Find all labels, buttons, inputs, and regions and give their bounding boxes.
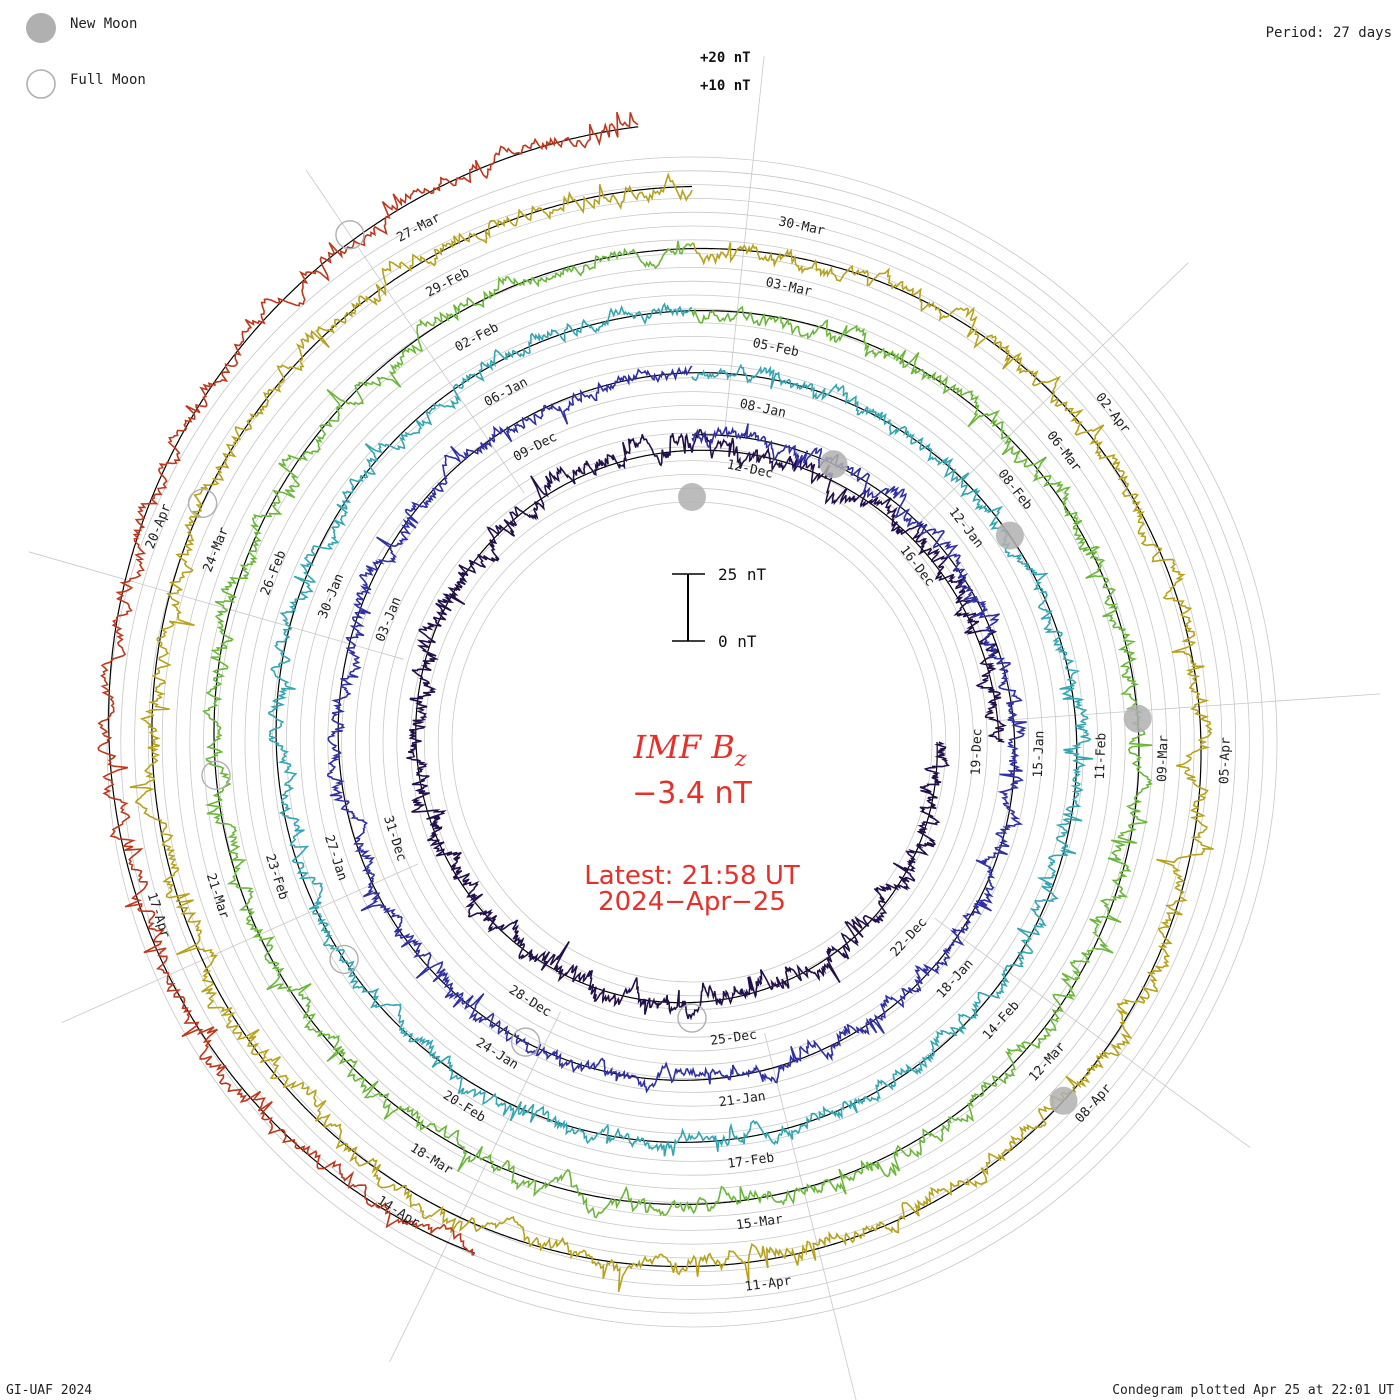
ring-guide-3 [410,460,974,1024]
date-label: 08-Jan [738,397,787,421]
spoke-8 [305,169,525,494]
full-moon-marker-3 [510,1027,541,1057]
spoke-5 [389,1011,561,1363]
ring-guide-20 [175,225,1209,1259]
center-latest: Latest: 21:58 UT [584,861,800,891]
full-moon-legend-label: Full Moon [70,72,146,88]
day-spokes [28,55,1381,1400]
date-label: 12-Dec [725,457,774,481]
new-moon-marker-4 [995,521,1024,550]
footer-right: Condegram plotted Apr 25 at 22:01 UT [1112,1383,1394,1398]
new-moon-legend-label: New Moon [70,16,137,32]
spoke-4 [764,1032,857,1400]
date-label: 11-Apr [744,1273,793,1294]
baseline-ring5 [151,185,1202,1268]
date-label: 30-Mar [777,214,826,238]
bz-traces [97,111,1214,1292]
date-label: 05-Apr [1217,737,1234,785]
trace-ring5 [129,172,1214,1292]
ring-guide-16 [230,280,1154,1204]
date-label: 09-Mar [1155,735,1172,783]
date-label: 17-Feb [727,1150,776,1171]
ring-guide-2 [423,473,961,1011]
full-moon-marker-9 [187,488,218,519]
ring-guide-21 [161,211,1223,1273]
moon-markers [187,220,1152,1115]
baseline-ring4 [213,248,1140,1206]
date-label: 18-Mar [407,1141,455,1179]
ring-guide-7 [354,404,1030,1080]
date-label: 27-Jan [321,833,350,882]
spoke-7 [28,551,404,660]
scale-bar: 25 nT 0 nT [672,565,767,651]
ring-guide-18 [203,253,1181,1231]
date-label: 03-Jan [373,595,405,644]
date-label: 06-Jan [482,375,531,410]
full-moon-marker-1 [677,1003,707,1033]
trace-ring4 [202,240,1153,1219]
date-label: 29-Feb [424,265,473,300]
date-label: 05-Feb [751,336,800,360]
new-moon-marker-2 [819,450,848,479]
date-label: 21-Jan [718,1089,767,1110]
trace-ring2 [326,365,1027,1094]
center-date: 2024−Apr−25 [598,887,786,917]
center-title-main: IMF B [633,728,735,766]
date-label: 11-Feb [1093,732,1110,780]
full-moon-marker-7 [201,760,231,790]
trace-ring3 [268,302,1094,1157]
ring-guide-19 [189,239,1195,1245]
baseline-ring3 [275,310,1078,1144]
full-moon-marker-10 [335,220,365,250]
ring-guide-8 [341,391,1043,1093]
date-label: 12-Mar [1026,1040,1069,1085]
date-label: 19-Dec [969,728,986,775]
plus20-label: +20 nT [700,50,751,66]
center-title-sub: z [734,747,747,772]
ring-guide-14 [258,308,1126,1176]
ring-guide-23 [134,184,1250,1300]
ring-guide-10 [313,363,1071,1121]
spoke-6 [61,863,419,1024]
period-label: Period: 27 days [1266,25,1392,41]
date-label: 24-Jan [473,1035,521,1073]
new-moon-marker-6 [1123,704,1152,733]
spoke-2 [991,693,1381,722]
ring-guides [106,156,1278,1328]
trace-ring6 [97,111,639,1256]
new-moon-marker-0 [678,483,706,511]
full-moon-marker-5 [329,944,359,975]
spoke-1 [907,262,1189,534]
new-moon-legend-icon [26,13,56,43]
spoke-3 [934,918,1251,1148]
new-moon-marker-8 [1049,1086,1078,1115]
scale-bar-top-label: 25 nT [718,565,767,584]
date-label: 15-Mar [735,1212,784,1233]
ring-guide-17 [216,266,1168,1218]
date-label: 03-Mar [764,275,813,299]
ring-guide-12 [285,335,1099,1149]
date-label: 15-Jan [1031,730,1048,777]
date-label: 25-Dec [709,1027,758,1048]
trace-ring1 [406,428,1007,1021]
scale-bar-bottom-label: 0 nT [718,632,757,651]
center-title: IMF Bz [633,728,747,772]
ring-guide-22 [148,198,1236,1286]
center-value: −3.4 nT [632,776,752,811]
ring-guide-24 [120,170,1264,1314]
ring-guide-4 [396,446,988,1038]
footer-left: GI-UAF 2024 [6,1383,92,1398]
date-label: 26-Feb [258,548,290,597]
plus10-label: +10 nT [700,78,751,94]
full-moon-legend-icon [26,69,56,99]
date-label: 21-Mar [203,872,232,921]
